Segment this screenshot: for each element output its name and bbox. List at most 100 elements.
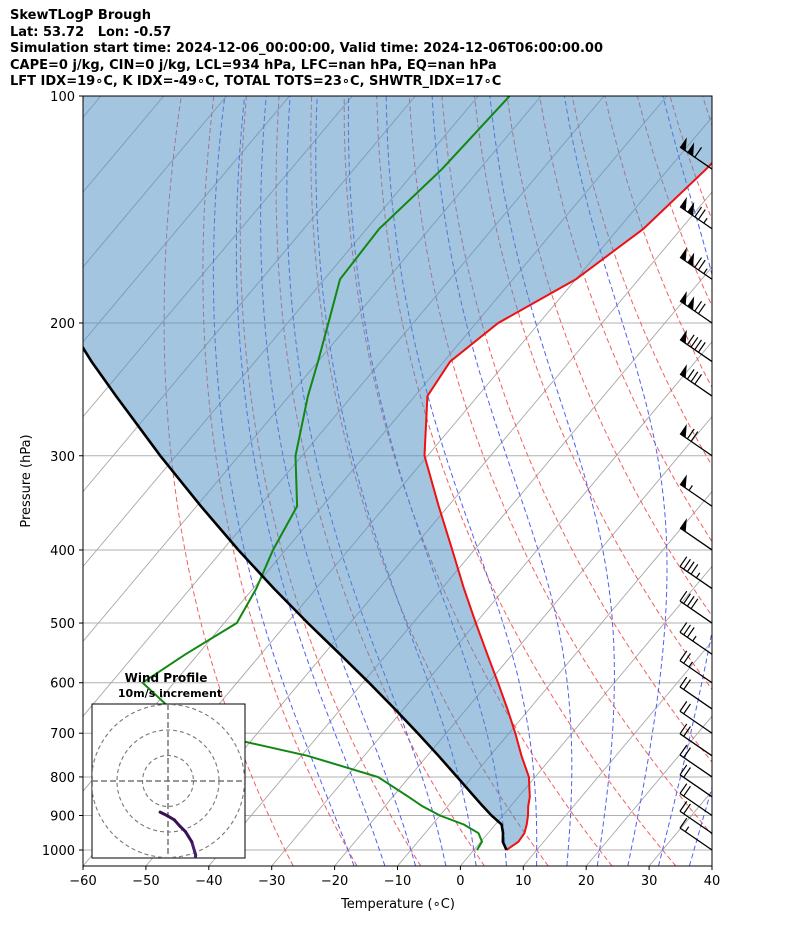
wind-barb (679, 137, 713, 170)
isotherm (460, 565, 712, 866)
hodograph-title: Wind Profile (125, 671, 208, 685)
isotherm (208, 266, 712, 866)
hodograph-trace (156, 909, 164, 913)
hodograph-trace (192, 870, 194, 886)
x-tick-label: −60 (69, 874, 96, 889)
indices-line: LFT IDX=19∘C, K IDX=-49∘C, TOTAL TOTS=23… (10, 74, 502, 89)
x-axis-label: Temperature (∘C) (340, 897, 455, 912)
wind-barb (679, 423, 713, 457)
dry-adiabat (735, 96, 794, 866)
wind-barb (679, 291, 713, 324)
x-tick-label: 0 (456, 874, 464, 889)
dewpoint-line (140, 96, 511, 851)
x-tick-label: −50 (132, 874, 159, 889)
header: SkewTLogP Brough Lat: 53.72 Lon: -0.57 S… (10, 8, 603, 91)
parcel-line (83, 345, 508, 851)
hodograph-trace (158, 810, 168, 817)
hodograph-trace (173, 891, 178, 893)
wind-barb (679, 783, 713, 817)
x-tick-label: −10 (384, 874, 411, 889)
hodograph-trace (151, 894, 156, 902)
hodograph-trace (201, 933, 207, 937)
moist-adiabat (385, 96, 538, 866)
hodograph-trace (172, 902, 180, 906)
x-tick-label: 30 (641, 874, 658, 889)
y-tick-label: 200 (50, 317, 75, 332)
y-tick-label: 1000 (42, 844, 75, 859)
hodograph-trace (190, 840, 198, 857)
y-tick-label: 800 (50, 771, 75, 786)
wind-barb (679, 701, 713, 734)
wind-barb (679, 817, 713, 851)
hodograph-trace (180, 894, 188, 902)
wind-barb (679, 744, 713, 778)
hodograph-trace (151, 902, 153, 910)
parcel-area-shading (83, 96, 712, 850)
wind-barb (679, 590, 713, 624)
hodograph-inset: Wind Profile 10m/s increment (91, 671, 246, 937)
hodograph-trace (168, 890, 173, 892)
isotherm (711, 865, 712, 866)
wind-barb (679, 247, 713, 280)
isotherm (145, 191, 712, 866)
profile-layer (83, 96, 712, 851)
wind-barb (679, 474, 713, 507)
x-tick-label: −30 (258, 874, 285, 889)
axes: Temperature (∘C) Pressure (hPa) −60 −50 −4… (19, 90, 720, 912)
hodograph-trace (183, 830, 194, 844)
dry-adiabat (408, 96, 712, 836)
cape-line: CAPE=0 j/kg, CIN=0 j/kg, LCL=934 hPa, LF… (10, 57, 497, 73)
y-tick-label: 900 (50, 810, 75, 825)
wind-barb (679, 364, 713, 397)
location-line: Lat: 53.72 Lon: -0.57 (10, 24, 172, 40)
wind-barb (679, 556, 713, 590)
hodograph-trace (164, 813, 176, 822)
wind-barb (679, 676, 713, 710)
dry-adiabat (702, 96, 712, 127)
dry-adiabat (163, 96, 294, 866)
moist-adiabat (489, 96, 615, 866)
dry-adiabat (768, 96, 794, 866)
dry-adiabat (539, 96, 712, 543)
hodograph-trace (152, 909, 156, 913)
isotherm (271, 341, 712, 866)
hodograph-trace (177, 894, 183, 902)
isotherm (522, 640, 712, 866)
y-tick-label: 400 (50, 544, 75, 559)
y-axis-label: Pressure (hPa) (19, 434, 34, 527)
chart-title: SkewTLogP Brough (10, 8, 151, 23)
y-tick-label: 100 (50, 90, 75, 105)
dry-adiabat (474, 96, 712, 691)
wind-barb (679, 801, 713, 834)
x-tick-label: 10 (515, 874, 532, 889)
hodograph-subtitle: 10m/s increment (118, 687, 222, 700)
y-tick-label: 300 (50, 450, 75, 465)
hodograph-trace (196, 921, 202, 933)
moist-adiabat (658, 96, 712, 866)
wind-barb (679, 196, 713, 230)
wind-barb (679, 329, 713, 363)
dry-adiabat (202, 96, 358, 866)
moist-adiabat (563, 96, 668, 866)
hodograph-trace (184, 902, 190, 910)
y-tick-label: 700 (50, 727, 75, 742)
wind-barb (679, 723, 713, 757)
time-line: Simulation start time: 2024-12-06_00:00:… (10, 41, 603, 56)
x-tick-label: −40 (195, 874, 222, 889)
isotherm (585, 715, 712, 866)
hodograph-trace (164, 905, 172, 909)
wind-barb (679, 622, 713, 655)
wind-barbs (679, 137, 713, 851)
wind-barb (679, 764, 713, 798)
hodograph-trace (155, 890, 161, 894)
x-tick-label: 20 (578, 874, 595, 889)
temperature-line (423, 161, 712, 851)
hodograph-plot (92, 704, 245, 937)
x-tick-label: 40 (704, 874, 721, 889)
hodograph-trace (188, 886, 192, 894)
y-tick-label: 500 (50, 617, 75, 632)
wind-barb (679, 518, 713, 551)
y-tick-label: 600 (50, 677, 75, 692)
hodograph-trace (193, 853, 198, 858)
